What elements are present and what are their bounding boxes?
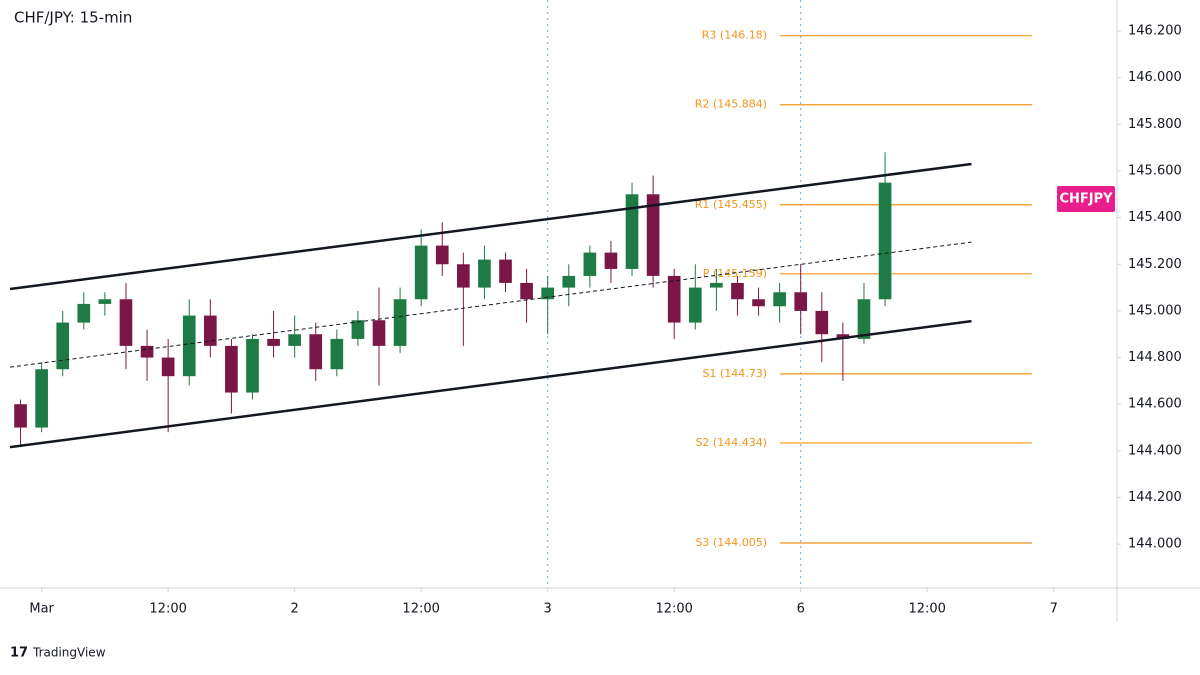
pivot-label: S2 (144.434) [695,436,767,449]
pivot-label: R2 (145.884) [695,98,767,111]
candle-body [288,334,301,346]
candle-body [56,322,70,370]
x-tick-label: Mar [29,602,54,617]
y-tick-label: 146.000 [1128,70,1182,85]
candle-body [752,299,765,307]
x-tick-label: 12:00 [908,602,945,617]
price-tag-label: CHFJPY [1059,191,1113,206]
x-tick-label: 7 [1050,602,1058,617]
candle-body [351,320,365,339]
y-tick-label: 145.400 [1128,210,1182,225]
price-tag-box [1057,185,1115,212]
candle-body [604,252,618,269]
candle-body [583,252,597,276]
y-tick-label: 145.800 [1128,117,1182,132]
candle-body [667,275,681,323]
candle-body [182,315,196,377]
candle-body [520,282,533,300]
candle-body [119,299,133,346]
candle-body [161,357,175,377]
candle-body [836,334,850,339]
channel-line [9,162,972,291]
candle-body [625,194,639,269]
candle-body [309,334,323,370]
y-tick-label: 144.000 [1128,537,1182,552]
chart-title: CHF/JPY: 15-min [14,9,132,27]
x-tick-label: 12:00 [402,602,439,617]
y-tick-label: 144.800 [1128,350,1182,365]
candle-body [731,282,744,300]
candle-body [77,303,91,323]
y-tick-label: 145.000 [1128,303,1182,318]
candle-body [815,310,829,335]
candle-body [562,275,576,288]
candle-body [372,320,386,346]
logo: 17 TradingView [10,646,106,661]
candle-body [246,338,259,393]
pivot-label: R3 (146.18) [702,29,767,42]
candle-body [140,345,154,358]
pivot-label: R1 (145.455) [695,198,767,211]
candle-body [203,315,217,346]
y-tick-label: 144.600 [1128,397,1182,412]
candle-body [794,292,808,311]
candle-body [393,299,407,346]
x-tick-label: 12:00 [655,602,692,617]
logo-icon: 17 [10,646,28,661]
pivot-label: S3 (144.005) [695,536,767,549]
pivot-label: S1 (144.73) [702,367,767,380]
candle-body [435,245,449,265]
x-tick-label: 12:00 [149,602,186,617]
candle-body [710,282,723,288]
candle-body [878,182,892,300]
y-tick-label: 146.200 [1128,24,1182,39]
channel-line [9,319,972,449]
candle-body [478,259,491,288]
candle-body [414,245,428,300]
candle-body [35,369,48,428]
x-tick-label: 3 [544,602,552,617]
candle-body [267,338,280,346]
channel-line [9,241,972,368]
x-tick-label: 2 [291,602,299,617]
y-tick-label: 145.600 [1128,163,1182,178]
candle-body [857,299,871,339]
candle-body [646,194,660,276]
candle-body [14,404,27,428]
y-tick-label: 144.400 [1128,443,1182,458]
y-tick-label: 145.200 [1128,257,1182,272]
candle-body [688,287,702,323]
candle-body [98,299,112,304]
candle-body [541,287,555,300]
brand: TradingView [32,646,106,660]
y-tick-label: 144.200 [1128,490,1182,505]
candle-body [457,264,470,288]
x-tick-label: 6 [797,602,805,617]
candle-body [330,338,344,370]
candle-body [773,292,786,307]
candle-body [499,259,512,283]
candle-body [225,345,238,393]
